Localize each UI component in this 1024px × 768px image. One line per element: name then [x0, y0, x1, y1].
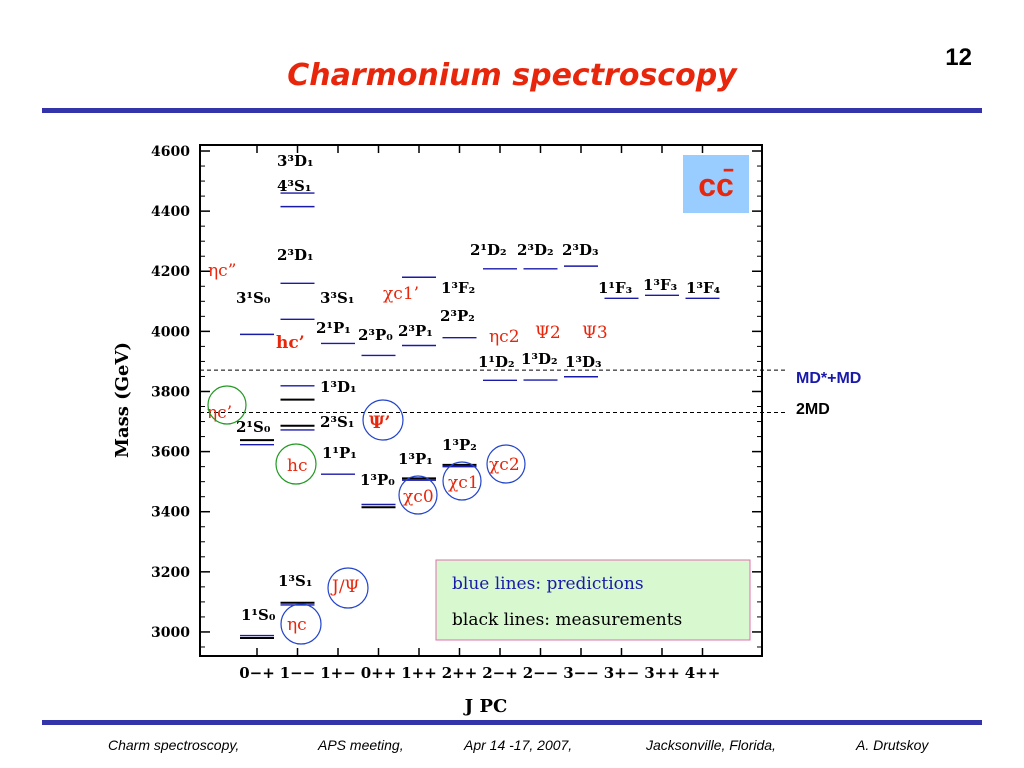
y-tick-label: 3000	[151, 625, 190, 641]
state-label: 1³D₂	[521, 350, 558, 368]
threshold-label-2d: 2MD	[796, 401, 830, 418]
state-label: 3¹S₀	[236, 289, 271, 307]
threshold-label-dstar-d: MD*+MD	[796, 370, 861, 387]
footer-date: Apr 14 -17, 2007,	[464, 737, 573, 753]
x-tick-label: 2−−	[523, 664, 559, 682]
state-label: 2³P₀	[358, 326, 393, 344]
state-label: 2³P₂	[440, 307, 475, 325]
particle-name: Ψ2	[535, 323, 561, 343]
x-tick-label: 4++	[685, 664, 721, 682]
y-tick-label: 3400	[151, 505, 190, 521]
particle-name: χc1	[448, 473, 479, 493]
highlight-circle	[362, 399, 404, 441]
footer-place: Jacksonville, Florida,	[646, 737, 776, 753]
state-label: 1³F₂	[441, 279, 475, 297]
legend-box	[435, 559, 751, 641]
state-label: 2¹D₂	[470, 241, 507, 259]
particle-name: J/Ψ	[330, 577, 360, 597]
quark-badge: cc̄	[698, 167, 734, 203]
legend-predictions: blue lines: predictions	[452, 574, 644, 594]
particle-name: ηc’	[207, 403, 232, 423]
x-tick-label: 0++	[361, 664, 397, 682]
x-axis-title: J PC	[463, 696, 508, 717]
state-label: 3³D₁	[277, 152, 314, 170]
footer-talk: Charm spectroscopy,	[108, 737, 240, 753]
state-label: 2³D₁	[277, 246, 314, 264]
y-tick-label: 4000	[151, 324, 190, 340]
y-tick-label: 3200	[151, 565, 190, 581]
state-label: 1³P₂	[442, 436, 477, 454]
particle-name: χc0	[403, 487, 434, 507]
state-label: 2¹S₀	[236, 418, 271, 436]
particle-name: ηc	[287, 615, 307, 635]
x-tick-label: 2++	[442, 664, 478, 682]
footer-meeting: APS meeting,	[318, 737, 404, 753]
state-label: 4³S₁	[277, 177, 311, 195]
state-label: 1³P₀	[360, 471, 395, 489]
state-label: 1¹S₀	[241, 606, 276, 624]
state-label: 1³F₄	[686, 279, 721, 297]
quark-badge-box	[683, 155, 749, 213]
y-tick-label: 3600	[151, 445, 190, 461]
highlight-circle	[275, 443, 317, 485]
state-label: 1³P₁	[398, 450, 433, 468]
x-tick-label: 1−−	[280, 664, 316, 682]
highlight-circle	[398, 475, 438, 515]
state-label: 1¹D₂	[478, 353, 515, 371]
y-tick-label: 3800	[151, 384, 190, 400]
x-tick-label: 1+−	[320, 664, 356, 682]
y-axis-title: Mass (GeV)	[112, 342, 133, 458]
x-tick-label: 3+−	[604, 664, 640, 682]
highlight-circle	[207, 385, 247, 425]
header-rule	[42, 108, 982, 113]
x-tick-label: 3−−	[563, 664, 599, 682]
y-tick-label: 4400	[151, 204, 190, 220]
state-label: 2³P₁	[398, 322, 433, 340]
state-label: 3³S₁	[320, 289, 354, 307]
state-label: 2¹P₁	[316, 319, 351, 337]
x-tick-label: 2−+	[482, 664, 518, 682]
particle-name: χc2	[489, 455, 520, 475]
y-axis-ticks: 3000 3200 3400 3600 3800 4000 4200 4400 4600	[151, 144, 762, 648]
legend-measurements: black lines: measurements	[452, 610, 682, 630]
highlight-circle	[280, 603, 322, 645]
particle-name: hc’	[276, 333, 305, 353]
plot-frame	[199, 144, 763, 657]
x-tick-label: 1++	[401, 664, 437, 682]
particle-name: ηc2	[489, 327, 520, 347]
state-label: 2³S₁	[320, 413, 354, 431]
threshold-lines	[200, 369, 785, 414]
footer-rule	[42, 720, 982, 725]
state-label: 2³D₃	[562, 241, 599, 259]
level-lines	[240, 192, 720, 639]
footer-author: A. Drutskoy	[856, 737, 929, 753]
state-label: 1³D₃	[565, 353, 602, 371]
particle-name: Ψ’	[369, 413, 390, 433]
highlight-circle	[442, 461, 482, 501]
particle-name: hc	[287, 456, 307, 476]
x-tick-label: 3++	[644, 664, 680, 682]
particle-name: χc1’	[383, 284, 419, 304]
particle-name: ηc”	[208, 261, 236, 281]
particle-name: Ψ3	[582, 323, 608, 343]
x-tick-label: 0−+	[239, 664, 275, 682]
state-label: 1³S₁	[278, 572, 312, 590]
state-label: 2³D₂	[517, 241, 554, 259]
state-label: 1³D₁	[320, 378, 357, 396]
highlight-circle	[486, 444, 526, 484]
y-tick-label: 4600	[151, 144, 190, 160]
footer: Charm spectroscopy, APS meeting, Apr 14 …	[0, 737, 1024, 761]
y-tick-label: 4200	[151, 264, 190, 280]
state-label: 1¹F₃	[598, 279, 632, 297]
slide-number: 12	[945, 44, 972, 71]
x-axis-ticks: 0−+ 1−− 1+− 0++ 1++ 2++ 2−+ 2−− 3−− 3+− 3++ 4++	[239, 145, 720, 682]
highlight-circle	[327, 567, 369, 609]
state-label: 1¹P₁	[322, 444, 357, 462]
slide-title: Charmonium spectroscopy	[287, 58, 737, 93]
state-label: 1³F₃	[643, 276, 677, 294]
